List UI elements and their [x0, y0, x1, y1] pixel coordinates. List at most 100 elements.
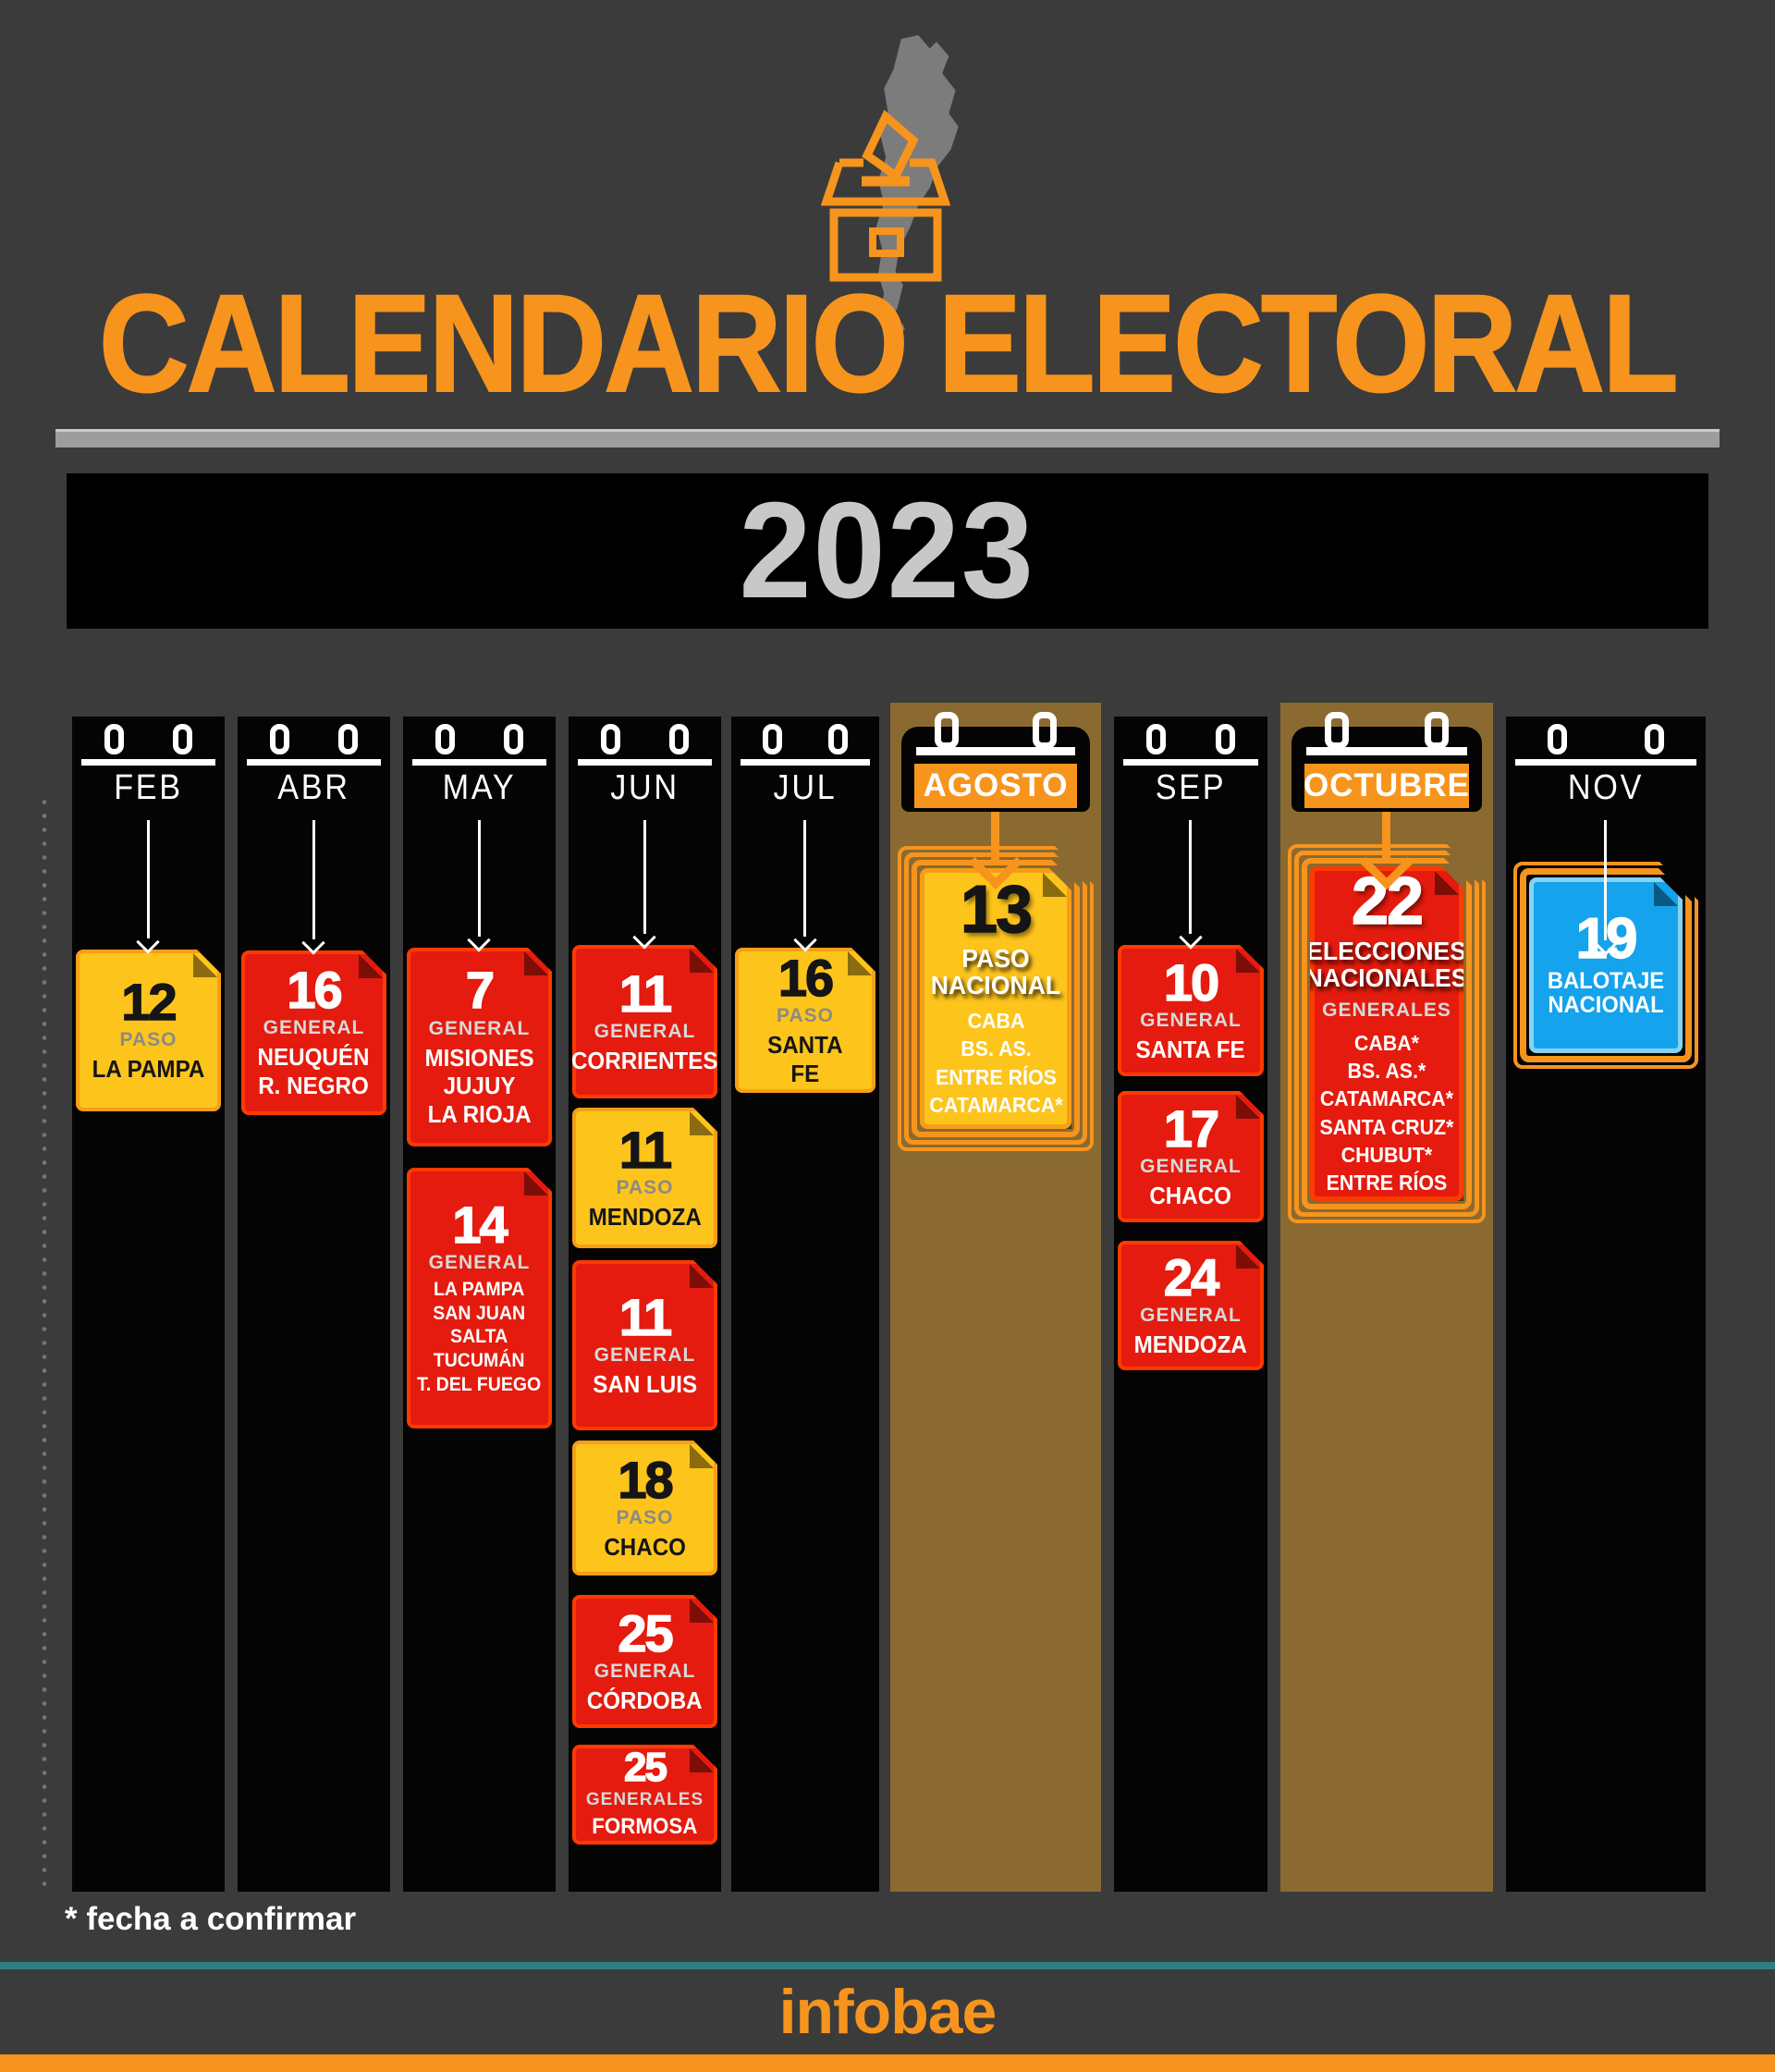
column-feb: FEB 12 PASO LA PAMPA: [72, 717, 225, 1892]
binder-ring-icon: [338, 724, 359, 754]
district-name: MENDOZA: [588, 1202, 702, 1231]
event-card: 14 GENERAL LA PAMPA SAN JUAN SALTA TUCUMÁN T. …: [407, 1168, 552, 1428]
month-band: OCTUBRE: [1291, 727, 1482, 812]
brand-logo: infobae: [778, 1977, 998, 2047]
card-district-names: SANTA FE: [767, 1031, 842, 1087]
binder-rings: [403, 724, 556, 761]
column-agosto: AGOSTO 13 PASO NACIONAL CABA BS. AS. ENTRE RÍ…: [890, 703, 1101, 1892]
district-name: SALTA: [450, 1326, 508, 1348]
district-name: T. DEL FUEGO: [417, 1373, 542, 1395]
card-day: 10: [1163, 952, 1218, 1011]
card-election-type: PASO: [777, 1004, 834, 1026]
card-district-names: LA PAMPA: [92, 1055, 205, 1084]
event-card: 11 PASO MENDOZA: [572, 1108, 717, 1248]
binder-ring-icon: [1145, 724, 1166, 754]
district-name: CABA*: [1353, 1030, 1420, 1055]
event-card: 11 GENERAL CORRIENTES: [572, 945, 717, 1098]
column-nov: NOV19BALOTAJE NACIONAL: [1506, 717, 1706, 1892]
down-arrow-icon: [803, 820, 806, 937]
highlight-frame: 22 ELECCIONES NACIONALES GENERALES CABA* BS.…: [1288, 844, 1486, 1223]
column-abr: ABR 16 GENERAL NEUQUÉN R. NEGRO: [238, 717, 390, 1892]
highlight-frame: 13 PASO NACIONAL CABA BS. AS. ENTRE RÍOS CATA…: [898, 846, 1094, 1151]
binder-ring-icon: [669, 724, 690, 754]
district-name: BS. AS.*: [1347, 1058, 1426, 1083]
month-label: NOV: [1567, 768, 1645, 807]
binder-ring-icon: [762, 724, 782, 754]
binder-rule: [916, 747, 1075, 755]
event-card: 25 GENERAL CÓRDOBA: [572, 1595, 717, 1728]
binder-ring-icon: [504, 724, 524, 754]
card-day: 16: [287, 961, 341, 1020]
card-district-names: NEUQUÉN R. NEGRO: [258, 1043, 370, 1099]
card-district-names: CHACO: [604, 1533, 686, 1562]
binder-rule: [1123, 759, 1258, 766]
highlight-frame-group: 13 PASO NACIONAL CABA BS. AS. ENTRE RÍOS CATA…: [898, 846, 1094, 1151]
binder-rings: [1280, 710, 1493, 749]
district-name: CHACO: [1149, 1181, 1232, 1209]
card-district-names: LA PAMPA SAN JUAN SALTA TUCUMÁN T. DEL FUEGO: [417, 1278, 541, 1396]
card-day: 11: [618, 1287, 671, 1346]
down-arrow-icon: [477, 820, 481, 937]
card-election-type: GENERAL: [594, 1660, 696, 1682]
down-arrow-icon: [1189, 820, 1192, 934]
district-name: CORRIENTES: [571, 1046, 718, 1074]
district-name: CATAMARCA*: [1319, 1086, 1454, 1111]
binder-ring-icon: [269, 724, 289, 754]
binder-rule: [578, 759, 712, 766]
card-district-names: CÓRDOBA: [587, 1686, 703, 1715]
binder-rings: [569, 724, 721, 761]
district-name: SANTA FE: [1135, 1035, 1246, 1063]
teal-divider: [0, 1962, 1775, 1969]
bottom-accent-bar: [0, 2054, 1775, 2072]
event-card: 10 GENERAL SANTA FE: [1118, 945, 1264, 1076]
binder-rule: [741, 759, 870, 766]
highlight-frame: 13 PASO NACIONAL CABA BS. AS. ENTRE RÍOS CATA…: [904, 852, 1087, 1145]
binder-rule: [247, 759, 381, 766]
district-name: FE: [790, 1059, 820, 1087]
district-name: LA RIOJA: [427, 1099, 532, 1128]
binder-ring-icon: [1216, 724, 1236, 754]
card-headline: BALOTAJE NACIONAL: [1547, 968, 1665, 1019]
month-band: AGOSTO: [901, 727, 1090, 812]
card-day: 24: [1163, 1247, 1218, 1306]
card-day: 7: [465, 961, 494, 1020]
binder-rule: [412, 759, 546, 766]
month-label: JUL: [773, 768, 838, 807]
ballot-box-icon: [820, 109, 951, 282]
binder-ring-icon: [435, 724, 455, 754]
highlight-frame-group: 22 ELECCIONES NACIONALES GENERALES CABA* BS.…: [1288, 844, 1486, 1223]
card-election-type: GENERAL: [1140, 1155, 1242, 1177]
down-arrow-icon: [146, 820, 150, 938]
card-day: 11: [618, 963, 671, 1023]
year-banner: 2023: [67, 473, 1708, 629]
card-district-names: MENDOZA: [1134, 1330, 1247, 1359]
card-election-type: GENERAL: [594, 1020, 696, 1042]
column-jun: JUN 11 GENERAL CORRIENTES 11 PASO MENDOZA 11 GEN…: [569, 717, 721, 1892]
event-card: 25 GENERALES FORMOSA: [572, 1745, 717, 1845]
district-name: R. NEGRO: [258, 1072, 370, 1100]
binder-ring-icon: [1644, 724, 1664, 754]
month-badge: OCTUBRE: [1304, 764, 1469, 808]
event-card: 7 GENERAL MISIONES JUJUY LA RIOJA: [407, 948, 552, 1146]
binder-rings: [1114, 724, 1267, 761]
down-arrow-icon: [1382, 812, 1390, 860]
month-label: FEB: [114, 768, 183, 807]
district-name: CHACO: [604, 1532, 686, 1561]
binder-ring-icon: [1424, 712, 1449, 749]
card-district-names: CABA* BS. AS.* CATAMARCA* SANTA CRUZ* CHUBUT…: [1320, 1029, 1454, 1197]
month-label: MAY: [442, 768, 517, 807]
event-card: 16 PASO SANTA FE: [735, 948, 875, 1093]
footnote: * fecha a confirmar: [65, 1901, 357, 1937]
card-day: 18: [618, 1450, 672, 1509]
column-sep: SEP 10 GENERAL SANTA FE 17 GENERAL CHACO 24 GENE…: [1114, 717, 1267, 1892]
month-label: SEP: [1155, 768, 1227, 807]
district-name: CHUBUT*: [1340, 1142, 1433, 1167]
card-election-type: GENERALES: [1322, 999, 1451, 1021]
binder-rule: [81, 759, 215, 766]
district-name: LA PAMPA: [92, 1055, 205, 1084]
district-name: CATAMARCA*: [928, 1092, 1063, 1117]
event-card: 11 GENERAL SAN LUIS: [572, 1260, 717, 1430]
district-name: SANTA: [767, 1030, 843, 1059]
district-name: SAN LUIS: [593, 1369, 697, 1398]
